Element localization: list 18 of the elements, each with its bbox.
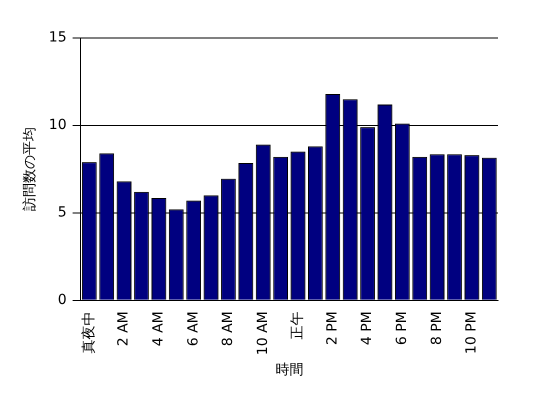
- x-tick-label: 4 AM: [150, 311, 167, 346]
- x-tick-label: 2 AM: [116, 311, 132, 346]
- x-tick-label: 真夜中: [80, 311, 97, 354]
- x-tick-label: 8 PM: [428, 311, 445, 346]
- x-tick-label: 4 PM: [359, 311, 376, 346]
- y-tick-label: 10: [48, 117, 67, 134]
- x-tick-label: 正午: [290, 311, 306, 340]
- x-tick-label: 10 PM: [464, 311, 480, 354]
- y-tick-label: 5: [58, 204, 67, 220]
- y-tick-label: 15: [48, 30, 67, 46]
- x-tick-label: 10 AM: [254, 311, 271, 356]
- x-tick-label: 6 PM: [394, 311, 410, 346]
- x-tick-label: 2 PM: [324, 311, 340, 346]
- x-tick-label: 8 AM: [220, 311, 236, 346]
- x-axis-title: 時間: [275, 362, 304, 378]
- x-tick-label: 6 AM: [185, 311, 202, 346]
- y-axis-title: 訪問数の平均: [22, 127, 38, 212]
- y-tick-label: 0: [58, 292, 67, 308]
